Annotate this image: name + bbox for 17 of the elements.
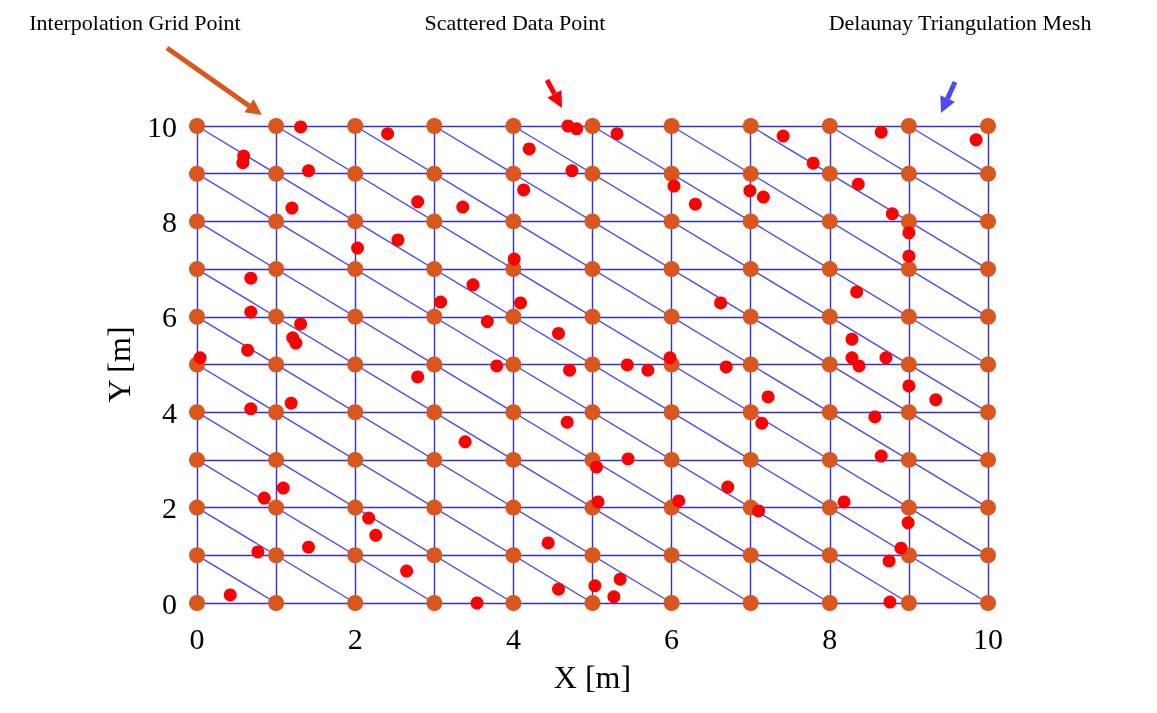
y-tick-label: 4	[162, 395, 177, 429]
y-tick-label: 0	[162, 586, 177, 620]
x-tick-label: 8	[822, 621, 838, 655]
x-tick-label: 2	[347, 621, 363, 655]
text: Interpolation Grid Point	[29, 9, 241, 35]
x-tick-label: 4	[505, 621, 521, 655]
x-tick-label: 0	[189, 621, 205, 655]
y-tick-label: 10	[147, 109, 177, 143]
y-axis-title: Y [m]	[101, 326, 137, 403]
x-axis-title: X [m]	[553, 659, 632, 695]
x-tick-label: 6	[664, 621, 680, 655]
text: Scattered Data Point	[424, 9, 606, 35]
text: Delaunay Triangulation Mesh	[828, 9, 1092, 35]
y-tick-label: 8	[162, 204, 177, 238]
x-tick-label: 10	[973, 621, 1003, 655]
y-tick-label: 2	[162, 491, 177, 525]
y-tick-label: 6	[162, 300, 177, 334]
